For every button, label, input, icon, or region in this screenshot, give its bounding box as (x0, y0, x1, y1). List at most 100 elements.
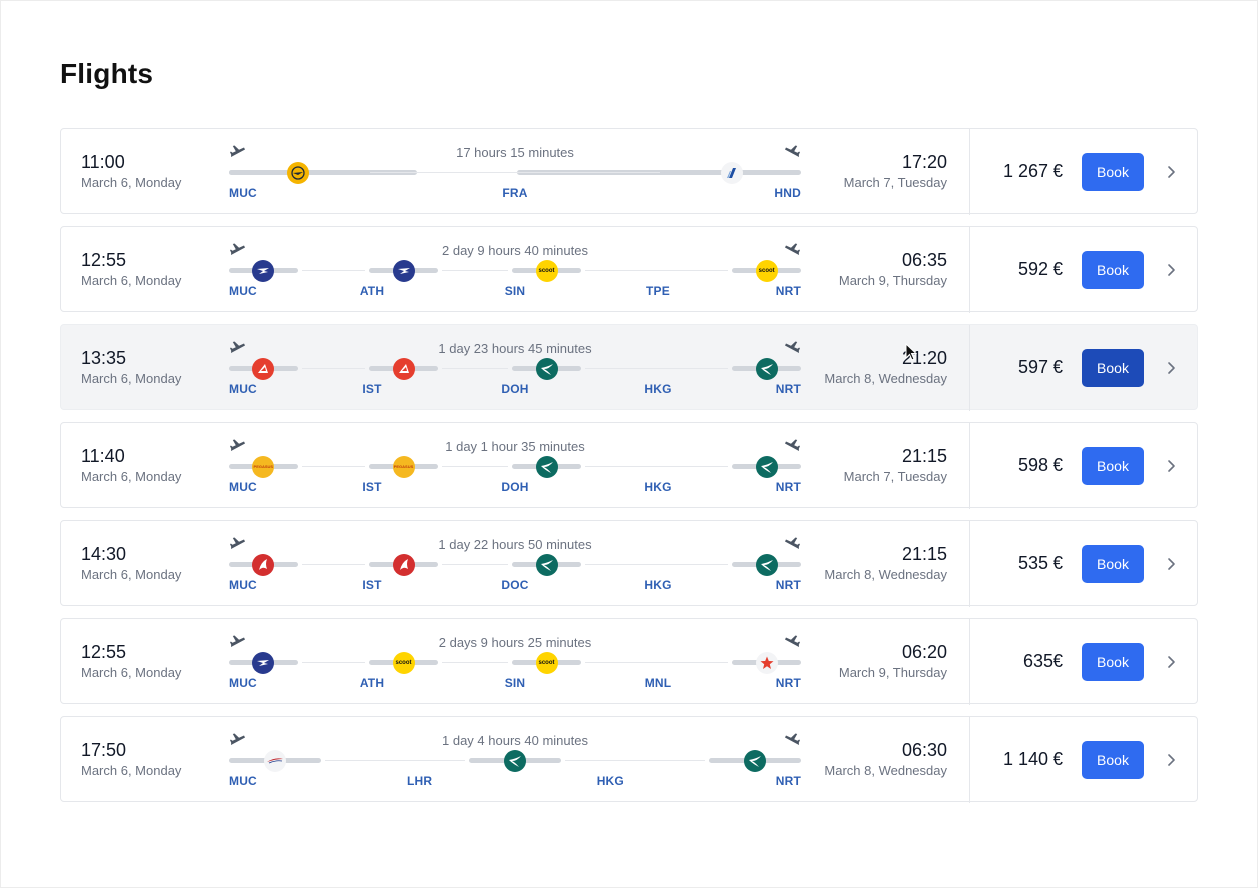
landing-icon (783, 731, 801, 749)
airport-code: NRT (775, 676, 801, 690)
departure-time: 12:55 (81, 642, 127, 662)
connection-line (441, 564, 509, 565)
chevron-right-icon[interactable] (1165, 359, 1179, 377)
departure-info: 12:55 March 6, Monday (81, 641, 181, 680)
cathay-logo-icon (535, 553, 558, 576)
flight-duration: 1 day 22 hours 50 minutes (438, 537, 592, 552)
departure-date: March 6, Monday (81, 273, 182, 288)
connection-line (584, 466, 729, 467)
price: 592 € (1017, 259, 1063, 279)
route-timeline: 17 hours 15 minutes MUC FRA HND (229, 129, 801, 215)
flight-duration: 1 day 23 hours 45 minutes (438, 341, 592, 356)
flight-row[interactable]: 12:55 March 6, Monday 2 days 9 hours 25 mi… (60, 618, 1198, 705)
landing-icon (783, 535, 801, 553)
flight-row[interactable]: 12:55 March 6, Monday 2 day 9 hours 40 min… (60, 226, 1198, 313)
flight-row[interactable]: 14:30 March 6, Monday 1 day 22 hours 50 mi… (60, 520, 1198, 607)
cathay-logo-icon (535, 357, 558, 380)
book-button[interactable]: Book (1082, 349, 1144, 387)
chevron-right-icon[interactable] (1165, 751, 1179, 769)
divider (969, 423, 970, 509)
chevron-right-icon[interactable] (1165, 261, 1179, 279)
chevron-right-icon[interactable] (1165, 163, 1179, 181)
departure-time: 17:50 (81, 740, 127, 760)
airport-code: HKG (644, 480, 672, 494)
airport-code: NRT (775, 578, 801, 592)
mouse-cursor-icon (905, 343, 917, 361)
airport-code: DOC (501, 578, 529, 592)
book-button[interactable]: Book (1082, 741, 1144, 779)
divider (969, 325, 970, 411)
cathay-logo-icon (755, 357, 778, 380)
flight-row[interactable]: 11:40 March 6, Monday 1 day 1 hour 35 minu… (60, 422, 1198, 509)
aegean-logo-icon (392, 259, 415, 282)
airport-code: MUC (229, 480, 257, 494)
divider (969, 619, 970, 705)
price: 597 € (1017, 357, 1063, 377)
connection-line (584, 270, 729, 271)
departure-time: 14:30 (81, 544, 127, 564)
airport-code: TPE (646, 284, 670, 298)
chevron-right-icon[interactable] (1165, 555, 1179, 573)
airport-code: MUC (229, 284, 257, 298)
connection-line (441, 368, 509, 369)
price: 1 267 € (1002, 161, 1063, 181)
airport-code: NRT (775, 480, 801, 494)
flight-duration: 2 days 9 hours 25 minutes (438, 635, 592, 650)
airport-code: IST (362, 382, 382, 396)
departure-info: 14:30 March 6, Monday (81, 543, 181, 582)
flight-row[interactable]: 13:35 March 6, Monday 1 day 23 hours 45 mi… (60, 324, 1198, 411)
airport-code: HKG (596, 774, 624, 788)
flight-row[interactable]: 17:50 March 6, Monday 1 day 4 hours 40 min… (60, 716, 1198, 803)
book-button[interactable]: Book (1082, 643, 1144, 681)
arrival-date: March 9, Thursday (838, 665, 947, 680)
arrival-info: 06:20 March 9, Thursday (839, 641, 947, 680)
airport-code: SIN (504, 676, 526, 690)
ana-logo-icon (721, 161, 744, 184)
departure-info: 11:00 March 6, Monday (81, 151, 181, 190)
star-logo-icon (755, 651, 778, 674)
arrival-date: March 8, Wednesday (824, 371, 947, 386)
departure-time: 11:40 (81, 446, 125, 466)
book-button[interactable]: Book (1082, 251, 1144, 289)
landing-icon (783, 633, 801, 651)
scoot-logo-icon: scoot (535, 259, 558, 282)
airport-code: FRA (502, 186, 528, 200)
airport-code: IST (362, 578, 382, 592)
flight-duration: 17 hours 15 minutes (456, 145, 574, 160)
divider (969, 521, 970, 607)
red-arrow-logo-icon (252, 357, 275, 380)
cathay-logo-icon (755, 553, 778, 576)
route-timeline: 1 day 23 hours 45 minutes MUC IST DOH HKG NRT (229, 325, 801, 411)
airport-code: MUC (229, 676, 257, 690)
connection-line (584, 662, 729, 663)
flight-row[interactable]: 11:00 March 6, Monday 17 hours 15 minutes M… (60, 128, 1198, 215)
book-button[interactable]: Book (1082, 545, 1144, 583)
arrival-info: 21:15 March 8, Wednesday (824, 543, 947, 582)
route-timeline: 1 day 4 hours 40 minutes MUC LHR HKG NRT (229, 717, 801, 803)
chevron-right-icon[interactable] (1165, 457, 1179, 475)
connection-line (584, 368, 729, 369)
connection-line (324, 760, 466, 761)
airport-code: NRT (775, 382, 801, 396)
landing-icon (783, 437, 801, 455)
airport-code: ATH (359, 676, 385, 690)
cathay-logo-icon (755, 455, 778, 478)
divider (969, 129, 970, 215)
arrival-time: 06:35 (901, 250, 947, 270)
airport-code: LHR (407, 774, 433, 788)
airport-code: HKG (644, 578, 672, 592)
chevron-right-icon[interactable] (1165, 653, 1179, 671)
price: 598 € (1017, 455, 1063, 475)
connection-line (301, 564, 366, 565)
book-button[interactable]: Book (1082, 153, 1144, 191)
airport-code: NRT (775, 774, 801, 788)
departure-info: 13:35 March 6, Monday (81, 347, 181, 386)
route-timeline: 2 days 9 hours 25 minutes scoot scoot MUC AT… (229, 619, 801, 705)
takeoff-icon (229, 437, 247, 455)
departure-info: 11:40 March 6, Monday (81, 445, 181, 484)
arrival-time: 21:15 (901, 544, 947, 564)
scoot-logo-icon: scoot (535, 651, 558, 674)
arrival-info: 06:35 March 9, Thursday (839, 249, 947, 288)
book-button[interactable]: Book (1082, 447, 1144, 485)
airport-code: HND (774, 186, 801, 200)
